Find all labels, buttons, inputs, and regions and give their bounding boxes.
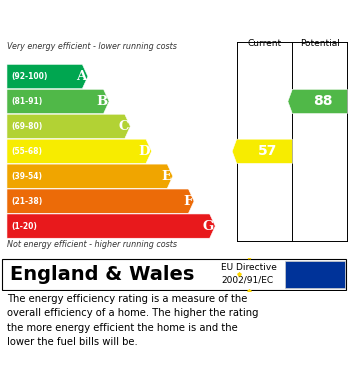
Text: A: A — [76, 70, 86, 83]
Text: (69-80): (69-80) — [11, 122, 42, 131]
Text: (81-91): (81-91) — [11, 97, 42, 106]
Text: (55-68): (55-68) — [11, 147, 42, 156]
Text: (92-100): (92-100) — [11, 72, 48, 81]
Polygon shape — [7, 189, 194, 213]
Text: E: E — [161, 170, 171, 183]
Text: D: D — [139, 145, 150, 158]
Text: Not energy efficient - higher running costs: Not energy efficient - higher running co… — [7, 240, 177, 249]
Text: (1-20): (1-20) — [11, 222, 37, 231]
Text: The energy efficiency rating is a measure of the
overall efficiency of a home. T: The energy efficiency rating is a measur… — [7, 294, 259, 347]
Polygon shape — [7, 89, 109, 113]
Polygon shape — [232, 139, 292, 163]
Text: B: B — [96, 95, 108, 108]
Polygon shape — [7, 214, 215, 238]
Text: C: C — [118, 120, 129, 133]
Text: Energy Efficiency Rating: Energy Efficiency Rating — [10, 11, 232, 26]
Text: England & Wales: England & Wales — [10, 265, 195, 284]
Polygon shape — [7, 164, 173, 188]
Text: F: F — [183, 195, 192, 208]
Text: 88: 88 — [314, 95, 333, 108]
Text: Current: Current — [247, 39, 282, 48]
Text: Potential: Potential — [300, 39, 340, 48]
Text: EU Directive
2002/91/EC: EU Directive 2002/91/EC — [221, 263, 277, 284]
Polygon shape — [7, 139, 152, 163]
Text: Very energy efficient - lower running costs: Very energy efficient - lower running co… — [7, 42, 177, 51]
Polygon shape — [288, 89, 347, 113]
Polygon shape — [7, 65, 88, 89]
Text: 57: 57 — [258, 144, 278, 158]
Polygon shape — [7, 114, 130, 138]
Text: (21-38): (21-38) — [11, 197, 42, 206]
Text: G: G — [202, 220, 214, 233]
Bar — [285, 261, 345, 288]
Text: (39-54): (39-54) — [11, 172, 42, 181]
